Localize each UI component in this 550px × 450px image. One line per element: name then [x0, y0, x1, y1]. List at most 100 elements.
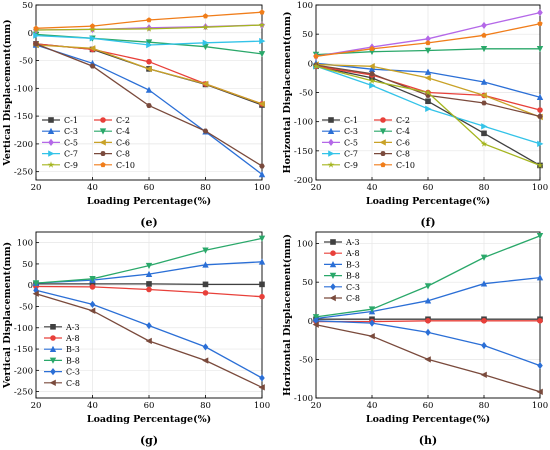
legend-marker — [380, 117, 386, 123]
x-tick-label: 60 — [144, 183, 155, 193]
y-tick-label: -100 — [294, 394, 313, 404]
x-tick-label: 80 — [479, 183, 490, 193]
data-point-C-8 — [424, 356, 431, 363]
y-axis-label: Vertical Displacement(mm) — [2, 19, 13, 166]
legend-marker — [50, 324, 56, 330]
data-point-B-8 — [145, 262, 153, 270]
legend-label: C-4 — [396, 127, 410, 136]
legend: C-1 C-2 C-3 C-4 C-5 C-6 C-7 C-8 C-9 C-10 — [42, 116, 135, 170]
legend-label: B-8 — [66, 356, 80, 365]
data-point-C-10 — [33, 25, 39, 31]
legend-marker — [47, 161, 55, 168]
legend-label: C-3 — [344, 127, 358, 136]
x-axis-label: Loading Percentage(%) — [87, 196, 211, 207]
x-tick-label: 100 — [532, 183, 548, 193]
data-point-C-3 — [536, 93, 544, 100]
legend-marker — [379, 128, 387, 135]
data-point-C-1 — [481, 130, 487, 137]
data-point-C-10 — [537, 20, 543, 26]
legend-label: C-10 — [116, 161, 135, 170]
legend-marker — [330, 239, 336, 245]
legend-marker — [379, 139, 386, 146]
data-point-B-8 — [32, 280, 40, 287]
x-tick-label: 60 — [423, 183, 434, 193]
data-point-C-4 — [480, 45, 488, 53]
data-point-C-8 — [32, 290, 39, 297]
x-tick-label: 40 — [367, 401, 378, 411]
data-point-C-2 — [537, 107, 543, 113]
data-point-C-1 — [425, 98, 431, 105]
legend-label: C-2 — [116, 116, 130, 125]
series-C-9 — [312, 62, 544, 169]
legend-marker — [48, 138, 54, 146]
data-point-C-9 — [368, 77, 376, 84]
x-tick-label: 60 — [423, 401, 434, 411]
y-tick-label: -150 — [14, 112, 33, 122]
data-point-C-10 — [146, 17, 152, 23]
y-axis-label: Horizontal Displacement(mm) — [282, 234, 293, 396]
legend-label: A-3 — [345, 238, 360, 247]
legend-marker — [329, 272, 337, 279]
data-point-C-8 — [536, 388, 543, 396]
legend-marker — [100, 151, 106, 157]
series-C-8 — [312, 321, 543, 396]
series-A-8 — [313, 317, 543, 325]
panel-label: (e) — [140, 216, 157, 229]
legend-marker — [48, 150, 55, 157]
data-point-C-4 — [536, 45, 544, 53]
data-point-C-5 — [537, 8, 543, 17]
data-point-C-10 — [202, 13, 209, 19]
legend-marker — [330, 250, 336, 256]
data-point-C-7 — [369, 82, 376, 89]
data-point-B-8 — [258, 235, 266, 242]
legend-label: C-2 — [396, 116, 410, 125]
y-tick-label: -50 — [19, 57, 33, 67]
legend-label: C-10 — [396, 161, 415, 170]
data-point-C-8 — [146, 103, 152, 108]
data-point-C-10 — [425, 40, 431, 46]
legend: A-3 A-8 B-3 B-8 C-3 C-8 — [44, 323, 80, 388]
data-point-C-3 — [202, 343, 209, 351]
series-B-8 — [32, 235, 266, 287]
y-tick-label: 0 — [308, 317, 313, 327]
x-tick-label: 20 — [311, 401, 322, 411]
data-point-C-7 — [202, 39, 209, 46]
x-tick-label: 20 — [311, 183, 322, 193]
legend-marker — [50, 335, 56, 341]
y-tick-label: -200 — [14, 140, 33, 150]
data-point-A-8 — [146, 286, 152, 293]
x-tick-label: 40 — [87, 183, 98, 193]
legend-marker — [329, 261, 337, 268]
data-point-C-10 — [259, 9, 265, 15]
y-tick-label: 50 — [302, 30, 313, 40]
data-point-B-8 — [368, 306, 376, 313]
data-point-C-9 — [312, 62, 320, 70]
x-axis-label: Loading Percentage(%) — [366, 196, 490, 207]
data-point-C-3 — [146, 322, 152, 330]
series-B-8 — [312, 233, 544, 321]
legend-label: C-6 — [116, 138, 130, 147]
legend-label: C-7 — [64, 150, 78, 159]
data-point-C-6 — [258, 100, 265, 108]
legend-label: C-9 — [64, 161, 78, 170]
data-point-C-3 — [369, 319, 375, 327]
x-tick-label: 40 — [367, 183, 378, 193]
legend: A-3 A-8 B-3 B-8 C-3 C-8 — [324, 238, 360, 303]
legend-marker — [47, 127, 55, 134]
data-point-C-3 — [33, 286, 39, 294]
legend-label: B-3 — [346, 260, 360, 269]
data-point-C-3 — [145, 86, 153, 93]
legend-label: C-5 — [344, 138, 358, 147]
data-point-B-3 — [536, 274, 544, 281]
data-point-C-6 — [424, 74, 431, 82]
data-point-A-3 — [259, 281, 265, 288]
x-tick-label: 40 — [87, 401, 98, 411]
x-tick-label: 20 — [31, 183, 42, 193]
series-A-8 — [33, 283, 265, 300]
data-point-C-7 — [537, 140, 544, 148]
data-point-C-8 — [89, 307, 96, 314]
legend-label: C-9 — [344, 161, 358, 170]
data-point-C-7 — [425, 105, 432, 113]
data-point-B-3 — [258, 258, 266, 265]
y-tick-label: -200 — [14, 366, 33, 376]
